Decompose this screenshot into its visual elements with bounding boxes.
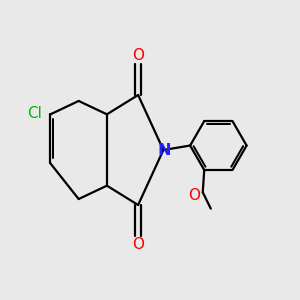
Text: N: N [157,142,171,158]
Text: O: O [188,188,200,203]
Text: O: O [132,48,144,63]
Text: Cl: Cl [27,106,41,121]
Text: O: O [132,237,144,252]
